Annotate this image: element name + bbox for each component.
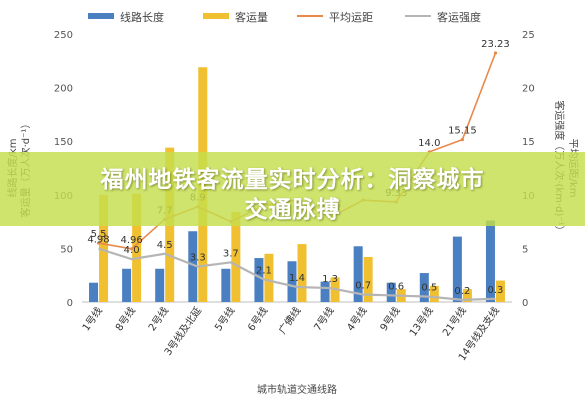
headline-line-2: 交通脉搏 (244, 197, 341, 223)
legend-swatch-ridership (203, 13, 229, 19)
point-avg-distance-1 (130, 247, 134, 251)
label-intensity-2: 4.5 (157, 240, 173, 251)
x-tick-0: 1号线 (79, 304, 105, 333)
bar-ridership-0 (99, 194, 109, 302)
x-tick-9: 9号线 (377, 304, 403, 333)
y-right-tick-3: 15 (522, 137, 535, 148)
point-avg-distance-0 (96, 241, 101, 245)
x-tick-11: 21号线 (439, 304, 468, 338)
label-intensity-3: 3.3 (190, 253, 206, 264)
bar-length-4 (221, 268, 231, 302)
legend-label-ridership: 客运量 (235, 10, 268, 24)
x-tick-4: 5号线 (212, 304, 238, 333)
label-avg-distance-1: 4.96 (120, 235, 142, 246)
bar-ridership-4 (231, 211, 241, 302)
headline-banner (0, 152, 585, 226)
label-avg-distance-11: 15.15 (448, 126, 477, 137)
label-avg-distance-10: 14.0 (418, 138, 440, 149)
line-intensity (98, 247, 496, 301)
x-tick-8: 4号线 (344, 304, 370, 333)
y-left-tick-3: 150 (54, 137, 73, 148)
bar-length-6 (287, 261, 297, 302)
label-intensity-12: 0.3 (488, 285, 504, 296)
bar-length-3 (188, 231, 198, 302)
label-intensity-4: 3.7 (223, 248, 239, 259)
y-left-tick-1: 50 (60, 244, 73, 255)
label-intensity-7: 1.3 (322, 274, 338, 285)
bar-ridership-5 (264, 253, 274, 302)
label-intensity-5: 2.1 (256, 265, 272, 276)
headline-line-1: 福州地铁客流量实时分析：洞察城市 (100, 167, 485, 193)
y-left-tick-5: 250 (54, 30, 73, 41)
bar-ridership-12 (495, 280, 505, 302)
x-tick-2: 2号线 (145, 304, 171, 333)
bar-length-0 (89, 282, 99, 302)
label-intensity-8: 0.7 (355, 280, 371, 291)
label-intensity-10: 0.5 (421, 283, 437, 294)
legend-swatch-length (88, 13, 114, 19)
bar-ridership-8 (363, 256, 373, 302)
bar-length-5 (254, 258, 264, 302)
bar-length-2 (155, 268, 165, 302)
label-intensity-0: 4.98 (87, 235, 109, 246)
y-right-tick-4: 20 (522, 84, 535, 95)
label-intensity-11: 0.2 (454, 286, 470, 297)
bar-length-12 (485, 220, 495, 302)
bar-length-7 (320, 281, 330, 302)
label-avg-distance-0: 5.5 (91, 229, 107, 240)
bar-length-1 (122, 268, 132, 302)
x-tick-6: 广佛线 (276, 304, 304, 336)
bar-ridership-10 (429, 285, 439, 302)
bar-ridership-11 (462, 289, 472, 302)
x-axis-title: 城市轨道交通线路 (257, 383, 337, 396)
bar-ridership-6 (297, 244, 307, 302)
label-avg-distance-12: 23.23 (481, 39, 510, 50)
legend: 线路长度 客运量 平均运距 客运强度 (88, 10, 481, 24)
bar-ridership-1 (132, 193, 142, 302)
y-right-tick-5: 25 (522, 30, 535, 41)
legend-label-intensity: 客运强度 (437, 10, 481, 24)
y-left-tick-4: 200 (54, 84, 73, 95)
y-right-tick-0: 0 (522, 298, 528, 309)
point-avg-distance-11 (460, 137, 464, 142)
label-intensity-9: 0.6 (388, 282, 404, 293)
y-left-tick-0: 0 (67, 298, 73, 309)
x-tick-1: 8号线 (112, 304, 138, 333)
label-intensity-6: 1.4 (289, 273, 305, 284)
bar-length-9 (386, 282, 396, 302)
bar-length-11 (452, 236, 462, 302)
x-tick-5: 6号线 (245, 304, 271, 333)
point-avg-distance-12 (493, 51, 498, 55)
bar-length-8 (353, 246, 363, 302)
legend-label-length: 线路长度 (120, 10, 164, 24)
x-tick-7: 7号线 (311, 304, 337, 333)
y-right-tick-1: 5 (522, 244, 528, 255)
bar-length-10 (419, 273, 429, 302)
label-intensity-1: 4.0 (124, 245, 140, 256)
legend-label-avg-distance: 平均运距 (329, 11, 373, 24)
x-tick-10: 13号线 (406, 304, 435, 338)
